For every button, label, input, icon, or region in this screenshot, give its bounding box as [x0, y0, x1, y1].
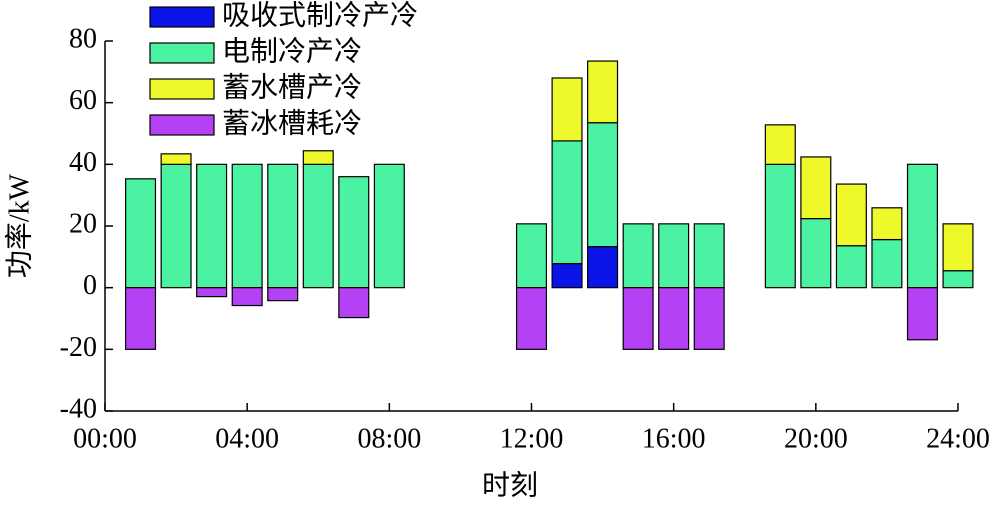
bar-segment: [267, 163, 299, 289]
y-tick-label: -20: [60, 332, 97, 363]
bar-segment: [196, 163, 228, 289]
y-tick-label: -40: [60, 393, 97, 424]
legend-label: 电制冷产冷: [222, 35, 362, 67]
bar-segment: [338, 287, 370, 319]
bar-segment: [338, 176, 370, 289]
bar-segment: [800, 218, 832, 289]
bar-segment: [622, 287, 654, 350]
y-tick-label: 20: [69, 208, 97, 239]
bar-segment: [764, 163, 796, 289]
y-axis-label: 功率/kW: [3, 173, 35, 278]
bar-segment: [835, 183, 867, 247]
bar-segment: [587, 60, 619, 124]
bar-segment: [231, 163, 263, 289]
x-tick-label: 20:00: [784, 423, 848, 454]
legend-label: 吸收式制冷产冷: [222, 0, 418, 31]
bar-segment: [551, 140, 583, 265]
bar-segment: [125, 287, 157, 350]
x-tick-label: 00:00: [73, 423, 137, 454]
x-tick-label: 24:00: [926, 423, 990, 454]
legend-swatch: [149, 114, 215, 136]
bar-segment: [551, 77, 583, 142]
bar-segment: [373, 163, 405, 289]
x-tick-label: 12:00: [500, 423, 564, 454]
x-tick-label: 04:00: [215, 423, 279, 454]
bar-segment: [693, 223, 725, 289]
legend-swatch: [149, 78, 215, 100]
bar-segment: [160, 163, 192, 289]
bar-segment: [658, 287, 690, 350]
y-tick-label: 60: [69, 85, 97, 116]
bar-segment: [196, 287, 228, 298]
bar-segment: [871, 207, 903, 241]
y-tick-label: 80: [69, 23, 97, 54]
bar-segment: [587, 246, 619, 289]
bar-segment: [871, 238, 903, 289]
legend-label: 蓄冰槽耗冷: [222, 107, 362, 139]
bar-segment: [267, 287, 299, 302]
bar-segment: [942, 223, 974, 272]
bar-segment: [231, 287, 263, 307]
x-axis-label: 时刻: [482, 469, 538, 501]
bar-segment: [515, 287, 548, 350]
bar-segment: [551, 263, 583, 289]
bar-segment: [906, 163, 938, 289]
bar-segment: [764, 124, 796, 165]
bar-segment: [515, 223, 548, 289]
legend-swatch: [149, 42, 215, 64]
bar-segment: [302, 163, 334, 289]
bar-segment: [160, 153, 192, 165]
legend-swatch: [149, 6, 215, 28]
bar-segment: [693, 287, 725, 350]
x-tick-label: 16:00: [642, 423, 706, 454]
bar-segment: [906, 287, 938, 341]
bar-segment: [622, 223, 654, 289]
bar-segment: [125, 178, 157, 289]
bar-segment: [587, 122, 619, 248]
bar-segment: [835, 245, 867, 289]
bar-segment: [658, 223, 690, 289]
legend-label: 蓄水槽产冷: [222, 71, 362, 103]
bar-segment: [800, 156, 832, 220]
bar-segment: [302, 150, 334, 165]
y-tick-label: 0: [83, 270, 97, 301]
x-tick-label: 08:00: [357, 423, 421, 454]
y-tick-label: 40: [69, 147, 97, 178]
bar-segment: [942, 270, 974, 289]
